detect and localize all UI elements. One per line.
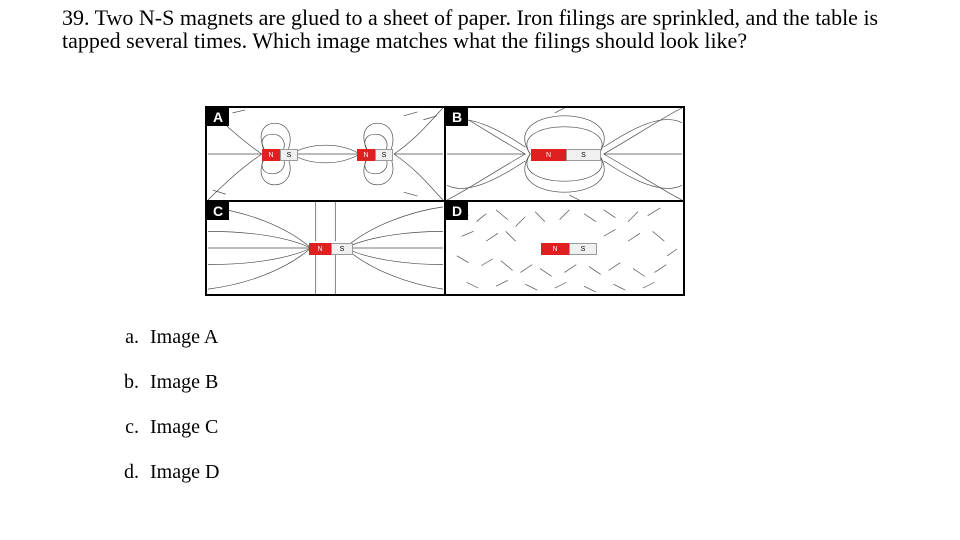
pole-n: N bbox=[531, 149, 566, 161]
pole-n: N bbox=[262, 149, 280, 161]
figure-grid: A N S bbox=[205, 106, 685, 296]
figure-cell-b: B N S bbox=[445, 107, 684, 201]
answer-option-c: Image C bbox=[144, 416, 219, 439]
answer-option-a: Image A bbox=[144, 326, 219, 349]
figure-cell-d: D N S bbox=[445, 201, 684, 295]
answer-option-d: Image D bbox=[144, 461, 219, 484]
figure-cell-a: A N S bbox=[206, 107, 445, 201]
question-text: Two N-S magnets are glued to a sheet of … bbox=[62, 5, 878, 53]
cell-label: A bbox=[207, 108, 229, 126]
pole-s: S bbox=[569, 243, 597, 255]
magnet-bar: N S bbox=[541, 243, 597, 255]
figure-cell-c: C N S bbox=[206, 201, 445, 295]
cell-label: C bbox=[207, 202, 229, 220]
pole-s: S bbox=[566, 149, 601, 161]
magnet-bar: N S bbox=[531, 149, 601, 161]
pole-n: N bbox=[541, 243, 569, 255]
answer-option-b: Image B bbox=[144, 371, 219, 394]
question-number: 39. bbox=[62, 5, 90, 30]
pole-s: S bbox=[280, 149, 298, 161]
answer-list: Image A Image B Image C Image D bbox=[120, 326, 219, 506]
magnet-right: N S bbox=[357, 149, 393, 161]
pole-n: N bbox=[357, 149, 375, 161]
magnet-bar: N S bbox=[309, 243, 353, 255]
pole-n: N bbox=[309, 243, 331, 255]
question-block: 39. Two N-S magnets are glued to a sheet… bbox=[62, 6, 912, 52]
cell-label: B bbox=[446, 108, 468, 126]
pole-s: S bbox=[375, 149, 393, 161]
magnet-left: N S bbox=[262, 149, 298, 161]
field-lines-a bbox=[207, 108, 444, 200]
cell-label: D bbox=[446, 202, 468, 220]
pole-s: S bbox=[331, 243, 353, 255]
